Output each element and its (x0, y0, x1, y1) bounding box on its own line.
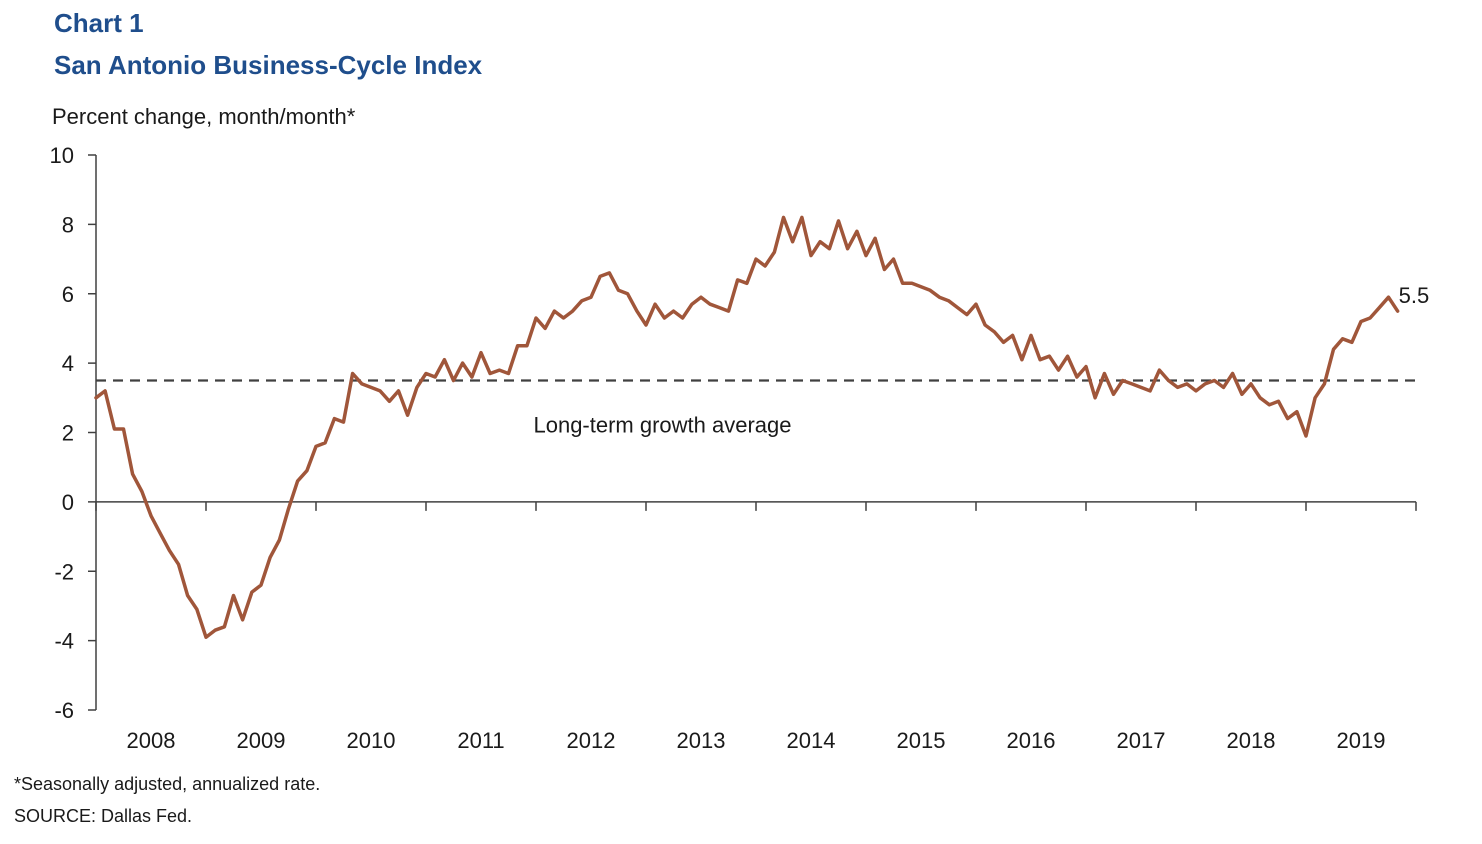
y-tick-label: -4 (54, 629, 74, 654)
source-note: SOURCE: Dallas Fed. (14, 806, 193, 826)
y-tick-label: 10 (50, 143, 74, 168)
x-tick-label: 2012 (567, 728, 616, 753)
end-value-label: 5.5 (1399, 283, 1430, 308)
y-axis-unit-label: Percent change, month/month* (52, 104, 356, 129)
x-tick-label: 2014 (787, 728, 836, 753)
reference-line-group: Long-term growth average (96, 379, 1416, 437)
long-term-average-label: Long-term growth average (533, 412, 791, 437)
y-tick-label: 0 (62, 490, 74, 515)
x-tick-label: 2010 (347, 728, 396, 753)
y-tick-label: 4 (62, 351, 74, 376)
x-tick-label: 2018 (1227, 728, 1276, 753)
x-tick-label: 2019 (1337, 728, 1386, 753)
x-tick-label: 2008 (127, 728, 176, 753)
series-line (94, 215, 1400, 639)
footnote: *Seasonally adjusted, annualized rate. (14, 774, 321, 794)
x-axis: 2008 2009 2010 2011 2012 2013 2014 2015 2016 2017… (95, 501, 1417, 753)
x-tick-label: 2016 (1007, 728, 1056, 753)
x-tick-label: 2015 (897, 728, 946, 753)
y-tick-label: 6 (62, 282, 74, 307)
y-axis: -6 -4 -2 0 2 4 6 8 10 (50, 143, 97, 723)
x-tick-label: 2017 (1117, 728, 1166, 753)
x-tick-label: 2011 (457, 728, 504, 753)
chart-title: San Antonio Business-Cycle Index (54, 50, 483, 80)
y-tick-label: -2 (54, 559, 74, 584)
series-group: 5.5 (94, 215, 1430, 639)
y-tick-label: 8 (62, 212, 74, 237)
chart-number-label: Chart 1 (54, 8, 144, 38)
y-tick-label: 2 (62, 421, 74, 446)
x-tick-label: 2013 (677, 728, 726, 753)
x-tick-label: 2009 (237, 728, 286, 753)
y-tick-label: -6 (54, 698, 74, 723)
